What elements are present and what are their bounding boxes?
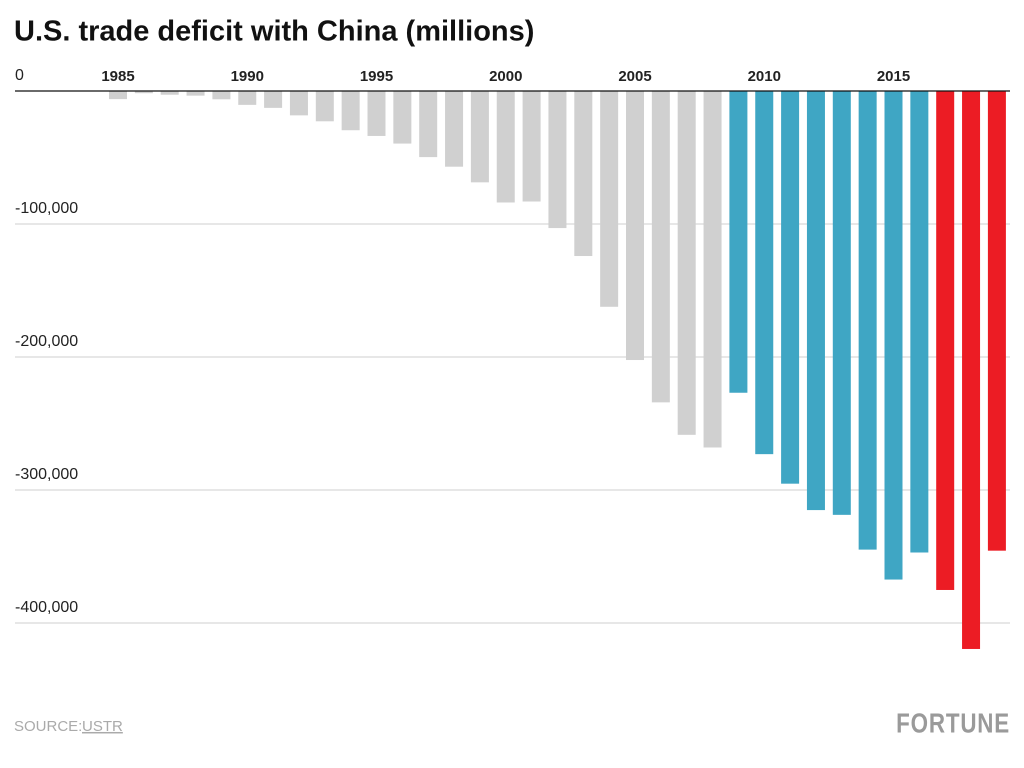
- x-tick-label: 2000: [489, 68, 522, 85]
- source-link[interactable]: USTR: [82, 718, 123, 735]
- bar: [367, 91, 386, 136]
- bar: [858, 91, 877, 550]
- bar: [962, 91, 981, 649]
- bar: [651, 91, 670, 403]
- bar: [264, 91, 283, 108]
- bar: [626, 91, 644, 361]
- bar: [186, 91, 205, 96]
- x-tick-label: 1995: [360, 68, 393, 85]
- chart-title: U.S. trade deficit with China (millions): [14, 16, 534, 48]
- bar: [238, 91, 257, 105]
- bar: [522, 91, 541, 202]
- x-tick-label: 1985: [101, 68, 134, 85]
- bar: [212, 91, 231, 100]
- bar: [574, 91, 593, 257]
- brand-logo: FORTUNE: [896, 708, 1010, 739]
- bar: [445, 91, 464, 167]
- bar: [832, 91, 851, 515]
- source-label: SOURCE:: [14, 718, 82, 735]
- bar: [393, 91, 412, 144]
- y-tick-label: -400,000: [15, 599, 78, 616]
- bar: [496, 91, 515, 203]
- y-tick-label: -300,000: [15, 466, 78, 483]
- bar: [987, 91, 1006, 551]
- x-tick-label: 2010: [748, 68, 781, 85]
- bar: [755, 91, 774, 455]
- x-tick-label: 2005: [618, 68, 651, 85]
- bar: [936, 91, 955, 590]
- bar: [160, 91, 179, 95]
- bar: [419, 91, 438, 158]
- bar: [729, 91, 748, 393]
- y-tick-label: 0: [15, 67, 24, 84]
- bar: [548, 91, 567, 229]
- bar: [341, 91, 360, 131]
- bar: [315, 91, 334, 122]
- bar: [109, 91, 127, 100]
- bar: [677, 91, 696, 435]
- y-tick-label: -200,000: [15, 333, 78, 350]
- bar: [910, 91, 929, 553]
- bar: [884, 91, 903, 580]
- bar: [703, 91, 722, 448]
- bar: [289, 91, 308, 116]
- bar: [806, 91, 825, 511]
- x-tick-label: 1990: [231, 68, 264, 85]
- bar: [781, 91, 800, 484]
- bar: [600, 91, 619, 307]
- x-tick-label: 2015: [877, 68, 910, 85]
- bar: [470, 91, 489, 183]
- bar: [134, 91, 153, 94]
- y-tick-label: -100,000: [15, 200, 78, 217]
